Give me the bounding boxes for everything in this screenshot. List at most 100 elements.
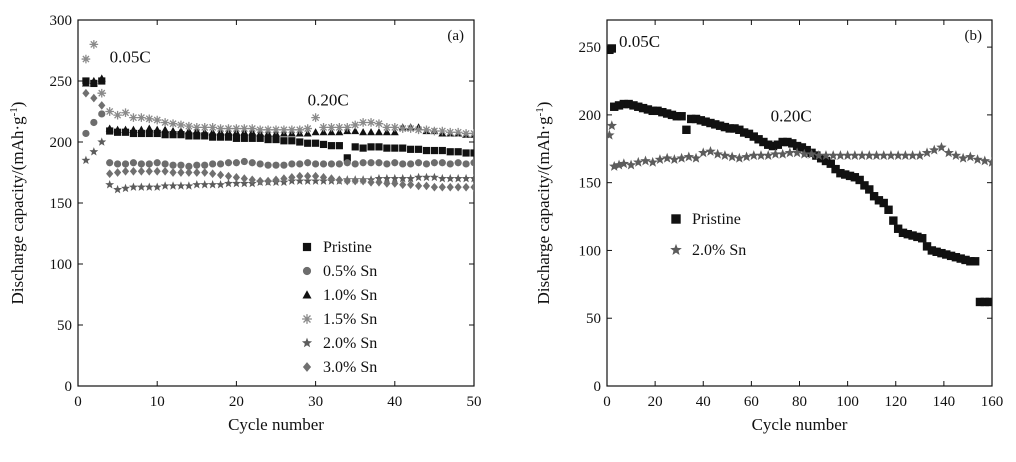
point-1-0-sn [129,125,138,133]
point-pristine [430,146,438,155]
point-pristine [129,129,138,138]
point-3-0-sn [430,182,438,192]
point-2-0-sn [986,156,992,167]
point-2-0-sn [607,129,615,140]
y-tick-label: 150 [579,176,602,192]
point-1-5-sn [430,126,439,136]
point-pristine [908,231,917,240]
point-3-0-sn [90,93,98,103]
point-1-5-sn [224,124,233,133]
y-tick-label: 200 [50,135,73,151]
point-2-0-sn [113,184,123,194]
point-0-5-sn [114,160,122,168]
point-1-5-sn [335,123,344,132]
point-2-0-sn [224,178,233,188]
point-1-5-sn [271,125,281,135]
series-pristine [607,44,992,307]
x-tick-label: 160 [981,394,1004,410]
point-2-0-sn [239,178,249,188]
point-1-5-sn [129,113,138,122]
point-2-0-sn [303,176,313,185]
point-1-5-sn [382,123,392,132]
point-pristine [754,135,763,144]
point-0-5-sn [462,160,470,168]
point-3-0-sn [161,166,169,176]
point-3-0-sn [216,170,225,180]
point-2-0-sn [892,150,904,160]
point-1-5-sn [295,125,305,135]
point-2-0-sn [885,150,897,160]
point-pristine [985,297,992,307]
point-1-5-sn [160,118,170,127]
y-tick-label: 50 [57,318,72,334]
legend: Pristine 0.5% Sn 1.0% Sn 1.5% Sn 2.0% Sn 3.0%… [301,239,377,376]
point-pristine [826,159,835,168]
point-pristine [792,141,802,151]
point-0-5-sn [137,160,145,168]
point-pristine [783,137,792,147]
point-2-0-sn [613,159,625,170]
point-0-5-sn [359,159,367,167]
point-1-5-sn [81,54,91,64]
point-pristine [343,154,351,162]
point-2-0-sn [698,147,709,158]
x-axis-label: Cycle number [228,415,324,434]
y-tick-label: 50 [586,311,601,327]
point-0-5-sn [161,160,169,168]
point-2-0-sn [676,152,687,163]
point-2-0-sn [943,147,954,158]
point-3-0-sn [201,168,209,177]
x-tick-label: 100 [836,394,859,410]
point-3-0-sn [185,168,193,177]
point-pristine [399,144,407,152]
point-pristine [980,297,989,307]
point-3-0-sn [169,168,177,177]
point-1-5-sn [453,127,463,137]
point-pristine [672,112,681,121]
x-tick-label: 40 [696,394,711,410]
point-pristine [240,134,248,142]
point-3-0-sn [121,166,130,176]
point-1-0-sn [351,126,360,135]
point-2-0-sn [640,155,651,166]
point-2-0-sn [842,150,853,160]
point-pristine [918,234,927,243]
point-2-0-sn [705,146,716,156]
point-3-0-sn [106,169,114,179]
point-2-0-sn [799,148,810,159]
point-1-0-sn [145,124,154,132]
point-2-0-sn [849,150,861,160]
point-3-0-sn [153,166,161,176]
point-3-0-sn [414,181,423,191]
point-1-0-sn [113,125,122,133]
point-1-5-sn [208,123,217,132]
x-tick-label: 40 [387,394,402,410]
legend: Pristine 2.0% Sn [670,211,746,259]
point-1-0-sn [137,125,146,133]
point-0-5-sn [280,161,288,169]
point-2-0-sn [414,172,424,182]
point-1-5-sn [176,120,186,130]
point-pristine [927,246,937,255]
point-pristine [634,102,643,111]
point-pristine [375,143,383,151]
point-0-5-sn [422,160,431,168]
point-0-5-sn [82,129,90,138]
point-3-0-sn [454,182,462,192]
point-1-0-sn [105,124,114,132]
point-1-0-sn [121,125,130,133]
point-2-0-sn [871,150,882,160]
point-1-0-sn [97,74,106,82]
point-0-5-sn [145,160,153,168]
y-tick-label: 150 [50,196,73,212]
point-pristine [893,224,903,233]
x-axis-label: Cycle number [752,415,848,434]
point-3-0-sn [280,174,288,183]
point-2-0-sn [295,176,305,185]
point-2-0-sn [200,180,210,189]
point-0-5-sn [351,160,359,168]
point-2-0-sn [192,180,202,189]
point-pristine [359,144,367,152]
y-tick-label: 300 [50,13,73,29]
